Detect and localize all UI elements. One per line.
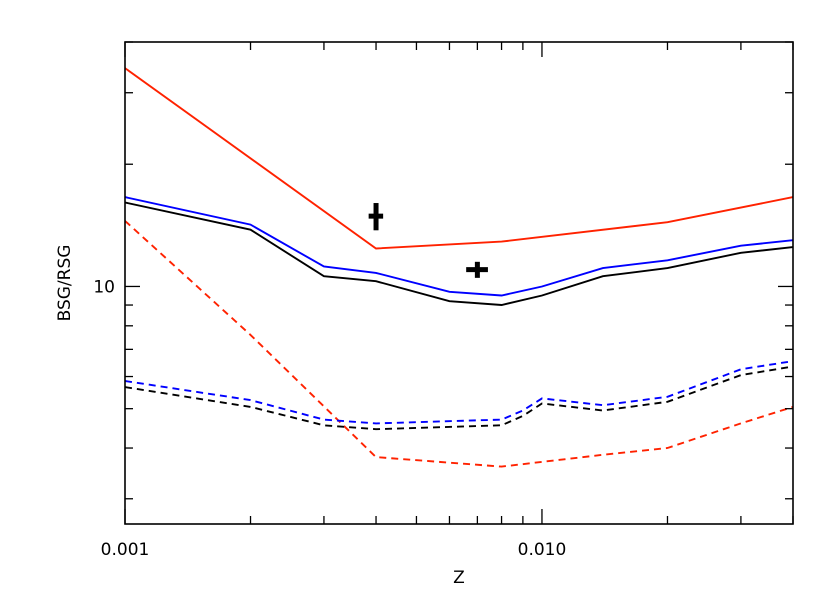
data-point-cross-1 bbox=[368, 203, 384, 231]
series-line-4-dashed bbox=[124, 220, 794, 468]
y-axis-title: BSG/RSG bbox=[55, 245, 75, 322]
data-point-cross-2 bbox=[466, 261, 488, 278]
series-layer bbox=[124, 67, 794, 468]
y-tick-label: 10 bbox=[93, 277, 115, 297]
series-line-6-dashed bbox=[124, 365, 794, 431]
plot-frame bbox=[124, 41, 794, 525]
series-line-1-solid bbox=[124, 67, 794, 250]
series-line-2-solid bbox=[124, 196, 794, 297]
tick-labels: 0.001 0.010 10 bbox=[93, 277, 566, 560]
series-line-5-dashed bbox=[124, 360, 794, 425]
x-tick-label: 0.001 bbox=[101, 540, 150, 560]
x-axis-title: Z bbox=[453, 568, 465, 588]
series-line-3-solid bbox=[124, 201, 794, 306]
x-tick-label: 0.010 bbox=[518, 540, 567, 560]
data-points-layer bbox=[368, 203, 488, 278]
